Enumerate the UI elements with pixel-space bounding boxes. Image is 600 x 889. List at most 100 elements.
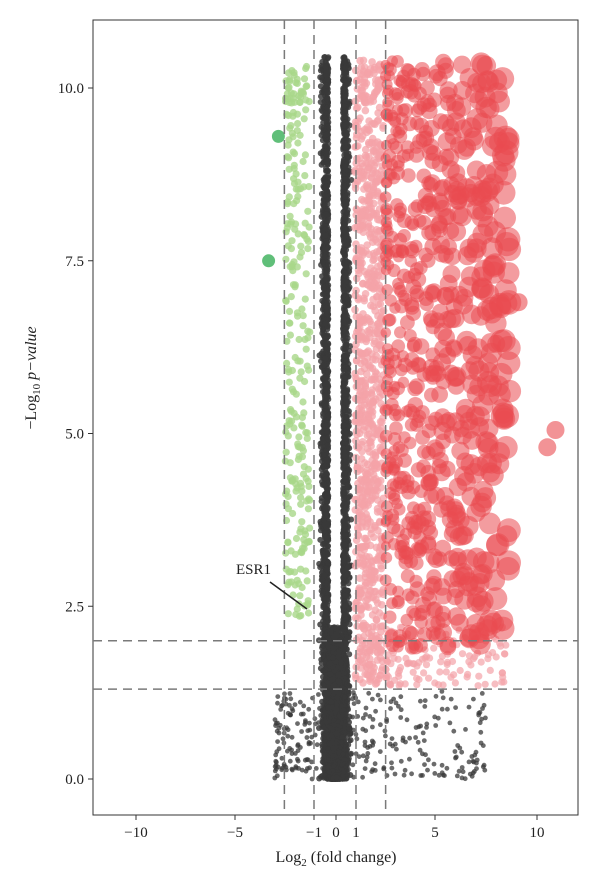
point-not-significant xyxy=(317,706,322,711)
point-not-significant xyxy=(407,735,412,741)
point-not-significant xyxy=(275,694,281,699)
point-down-weak xyxy=(289,133,297,141)
point-not-significant xyxy=(319,759,325,765)
point-not-significant xyxy=(325,704,332,711)
point-not-significant xyxy=(340,287,347,293)
point-not-significant xyxy=(287,712,293,718)
point-not-significant xyxy=(323,238,329,245)
point-down-weak xyxy=(304,327,312,335)
point-not-significant xyxy=(346,606,353,613)
point-not-significant xyxy=(375,692,381,698)
point-not-significant xyxy=(455,743,461,748)
point-not-significant xyxy=(343,145,350,151)
point-down-weak xyxy=(288,99,296,107)
point-down-weak xyxy=(302,64,310,73)
point-not-significant xyxy=(305,728,311,734)
point-not-significant xyxy=(320,766,325,771)
point-not-significant xyxy=(325,140,332,147)
point-down-weak xyxy=(297,242,305,250)
point-not-significant xyxy=(321,572,328,579)
point-not-significant xyxy=(335,671,342,678)
point-not-significant xyxy=(321,340,328,346)
point-not-significant xyxy=(328,698,334,705)
point-down-weak xyxy=(294,357,302,365)
point-down-weak xyxy=(301,219,309,227)
point-up-weak xyxy=(373,293,382,301)
point-not-significant xyxy=(341,532,348,539)
point-not-significant xyxy=(343,345,350,351)
point-not-significant xyxy=(305,757,311,763)
point-not-significant xyxy=(324,104,330,111)
point-not-significant xyxy=(342,193,349,200)
point-down-weak xyxy=(305,183,313,191)
point-not-significant xyxy=(319,228,326,235)
point-not-significant xyxy=(453,705,458,710)
point-not-significant xyxy=(330,654,336,661)
point-down-weak xyxy=(296,592,304,600)
point-down-weak xyxy=(290,179,299,188)
point-not-significant xyxy=(342,592,349,599)
point-not-significant xyxy=(340,422,347,429)
point-not-significant xyxy=(275,700,280,706)
point-not-significant xyxy=(433,693,439,699)
point-down-weak xyxy=(297,368,305,376)
point-not-significant xyxy=(333,774,340,781)
point-not-significant xyxy=(423,752,428,758)
point-not-significant xyxy=(333,689,339,695)
point-not-significant xyxy=(344,296,351,303)
point-not-significant xyxy=(288,696,294,702)
point-not-significant xyxy=(333,741,339,746)
point-not-significant xyxy=(330,676,336,683)
point-not-significant xyxy=(316,692,321,697)
point-not-significant xyxy=(342,520,349,527)
point-not-significant xyxy=(324,428,331,435)
point-not-significant xyxy=(409,771,414,777)
point-not-significant xyxy=(279,767,285,773)
point-not-significant xyxy=(292,702,298,707)
point-not-significant xyxy=(425,767,430,773)
point-not-significant xyxy=(345,423,352,429)
point-not-significant xyxy=(340,489,347,496)
point-not-significant xyxy=(333,730,340,737)
point-not-significant xyxy=(287,691,293,696)
point-not-significant xyxy=(323,485,330,492)
point-not-significant xyxy=(378,697,383,703)
point-not-significant xyxy=(338,685,345,692)
point-not-significant xyxy=(323,152,330,159)
point-not-significant xyxy=(362,766,368,771)
point-not-significant xyxy=(279,755,285,761)
point-not-significant xyxy=(454,773,460,779)
point-not-significant xyxy=(326,691,332,697)
point-down-weak xyxy=(303,577,311,585)
point-down-weak xyxy=(300,75,309,83)
point-not-significant xyxy=(370,717,376,722)
point-not-significant xyxy=(345,286,351,293)
point-down-weak xyxy=(284,432,292,440)
point-not-significant xyxy=(418,723,423,729)
point-down-weak xyxy=(304,207,312,215)
point-down-weak xyxy=(306,496,314,504)
point-down-weak xyxy=(301,377,309,386)
point-not-significant xyxy=(420,730,426,736)
point-not-significant xyxy=(335,678,342,685)
point-down-weak xyxy=(287,218,296,226)
point-not-significant xyxy=(348,731,354,737)
point-down-weak xyxy=(297,525,305,533)
point-not-significant xyxy=(323,308,330,315)
point-not-significant xyxy=(276,730,282,736)
point-not-significant xyxy=(317,536,324,543)
point-down-weak xyxy=(302,567,310,575)
point-not-significant xyxy=(339,734,345,740)
point-not-significant xyxy=(299,729,304,734)
point-not-significant xyxy=(287,758,293,764)
point-down-weak xyxy=(299,322,307,330)
point-down-weak xyxy=(292,413,301,421)
point-not-significant xyxy=(439,706,445,712)
point-down-weak xyxy=(286,459,294,467)
point-not-significant xyxy=(460,769,466,775)
point-not-significant xyxy=(479,691,485,696)
point-not-significant xyxy=(320,618,326,625)
point-down-weak xyxy=(291,475,299,483)
point-down-weak xyxy=(297,248,306,257)
